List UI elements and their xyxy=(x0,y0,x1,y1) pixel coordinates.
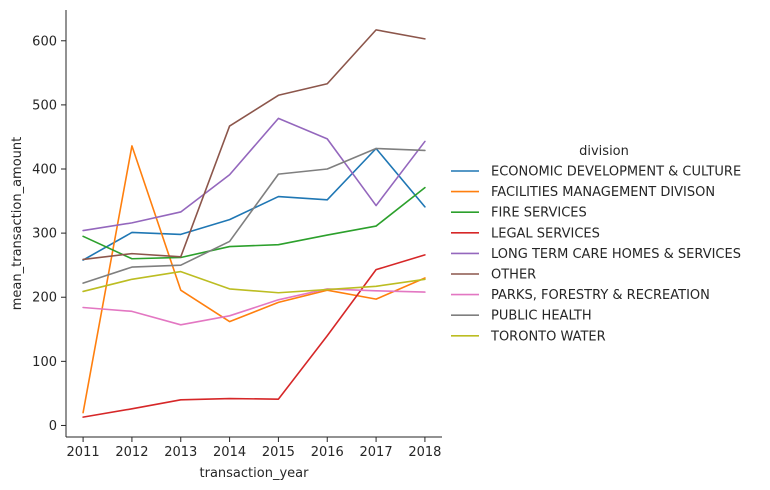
plot-lines xyxy=(82,29,426,418)
y-tick-label: 100 xyxy=(32,355,57,370)
legend-label: LEGAL SERVICES xyxy=(491,226,600,241)
x-tick-label: 2011 xyxy=(67,445,100,460)
series-line-3 xyxy=(82,254,426,418)
series-line-8 xyxy=(82,270,426,294)
series-line-1 xyxy=(82,145,426,414)
x-tick-label: 2013 xyxy=(164,445,197,460)
legend-title: division xyxy=(579,144,629,159)
x-tick-label: 2012 xyxy=(115,445,148,460)
series-line-6 xyxy=(82,288,426,326)
y-tick-label: 300 xyxy=(32,227,57,242)
y-ticks: 0 100 200 300 400 500 600 xyxy=(32,34,66,434)
legend-label: ECONOMIC DEVELOPMENT & CULTURE xyxy=(491,165,741,180)
x-tick-label: 2014 xyxy=(213,445,246,460)
series-line-5 xyxy=(82,29,426,261)
legend: division ECONOMIC DEVELOPMENT & CULTURE F… xyxy=(451,144,741,344)
legend-label: TORONTO WATER xyxy=(490,329,606,344)
legend-label: PUBLIC HEALTH xyxy=(491,309,592,324)
series-line-0 xyxy=(82,147,426,261)
y-tick-label: 200 xyxy=(32,291,57,306)
x-axis-label: transaction_year xyxy=(200,466,310,481)
legend-label: LONG TERM CARE HOMES & SERVICES xyxy=(491,247,741,262)
y-tick-label: 500 xyxy=(32,98,57,113)
series-line-7 xyxy=(82,147,426,284)
legend-items: ECONOMIC DEVELOPMENT & CULTURE FACILITIES… xyxy=(451,165,741,344)
axes xyxy=(65,10,442,438)
y-tick-label: 0 xyxy=(49,419,57,434)
x-tick-label: 2018 xyxy=(408,445,441,460)
y-tick-label: 400 xyxy=(32,163,57,178)
series-line-4 xyxy=(82,117,426,232)
series-line-2 xyxy=(82,186,426,260)
x-tick-label: 2015 xyxy=(262,445,295,460)
legend-label: FIRE SERVICES xyxy=(491,206,587,221)
legend-label: PARKS, FORESTRY & RECREATION xyxy=(491,288,710,303)
legend-label: OTHER xyxy=(491,268,536,283)
x-tick-label: 2016 xyxy=(311,445,344,460)
legend-label: FACILITIES MANAGEMENT DIVISON xyxy=(491,185,715,200)
x-tick-label: 2017 xyxy=(360,445,393,460)
y-tick-label: 600 xyxy=(32,34,57,49)
x-ticks: 2011 2012 2013 2014 2015 2016 2017 2018 xyxy=(67,437,441,460)
y-axis-label: mean_transaction_amount xyxy=(10,137,25,310)
